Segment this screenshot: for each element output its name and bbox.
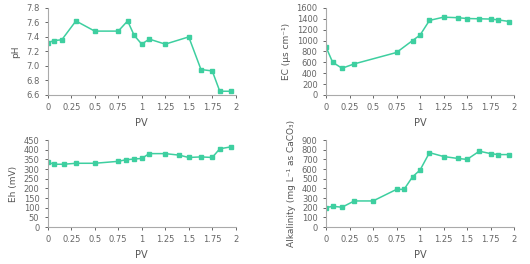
Y-axis label: EC (μs cm⁻¹): EC (μs cm⁻¹)	[282, 23, 291, 80]
Y-axis label: Eh (mV): Eh (mV)	[9, 166, 18, 202]
X-axis label: PV: PV	[136, 250, 148, 260]
X-axis label: PV: PV	[136, 118, 148, 128]
X-axis label: PV: PV	[414, 118, 426, 128]
Y-axis label: pH: pH	[12, 45, 21, 58]
X-axis label: PV: PV	[414, 250, 426, 260]
Y-axis label: Alkalinity (mg L⁻¹ as CaCO₃): Alkalinity (mg L⁻¹ as CaCO₃)	[287, 120, 296, 247]
